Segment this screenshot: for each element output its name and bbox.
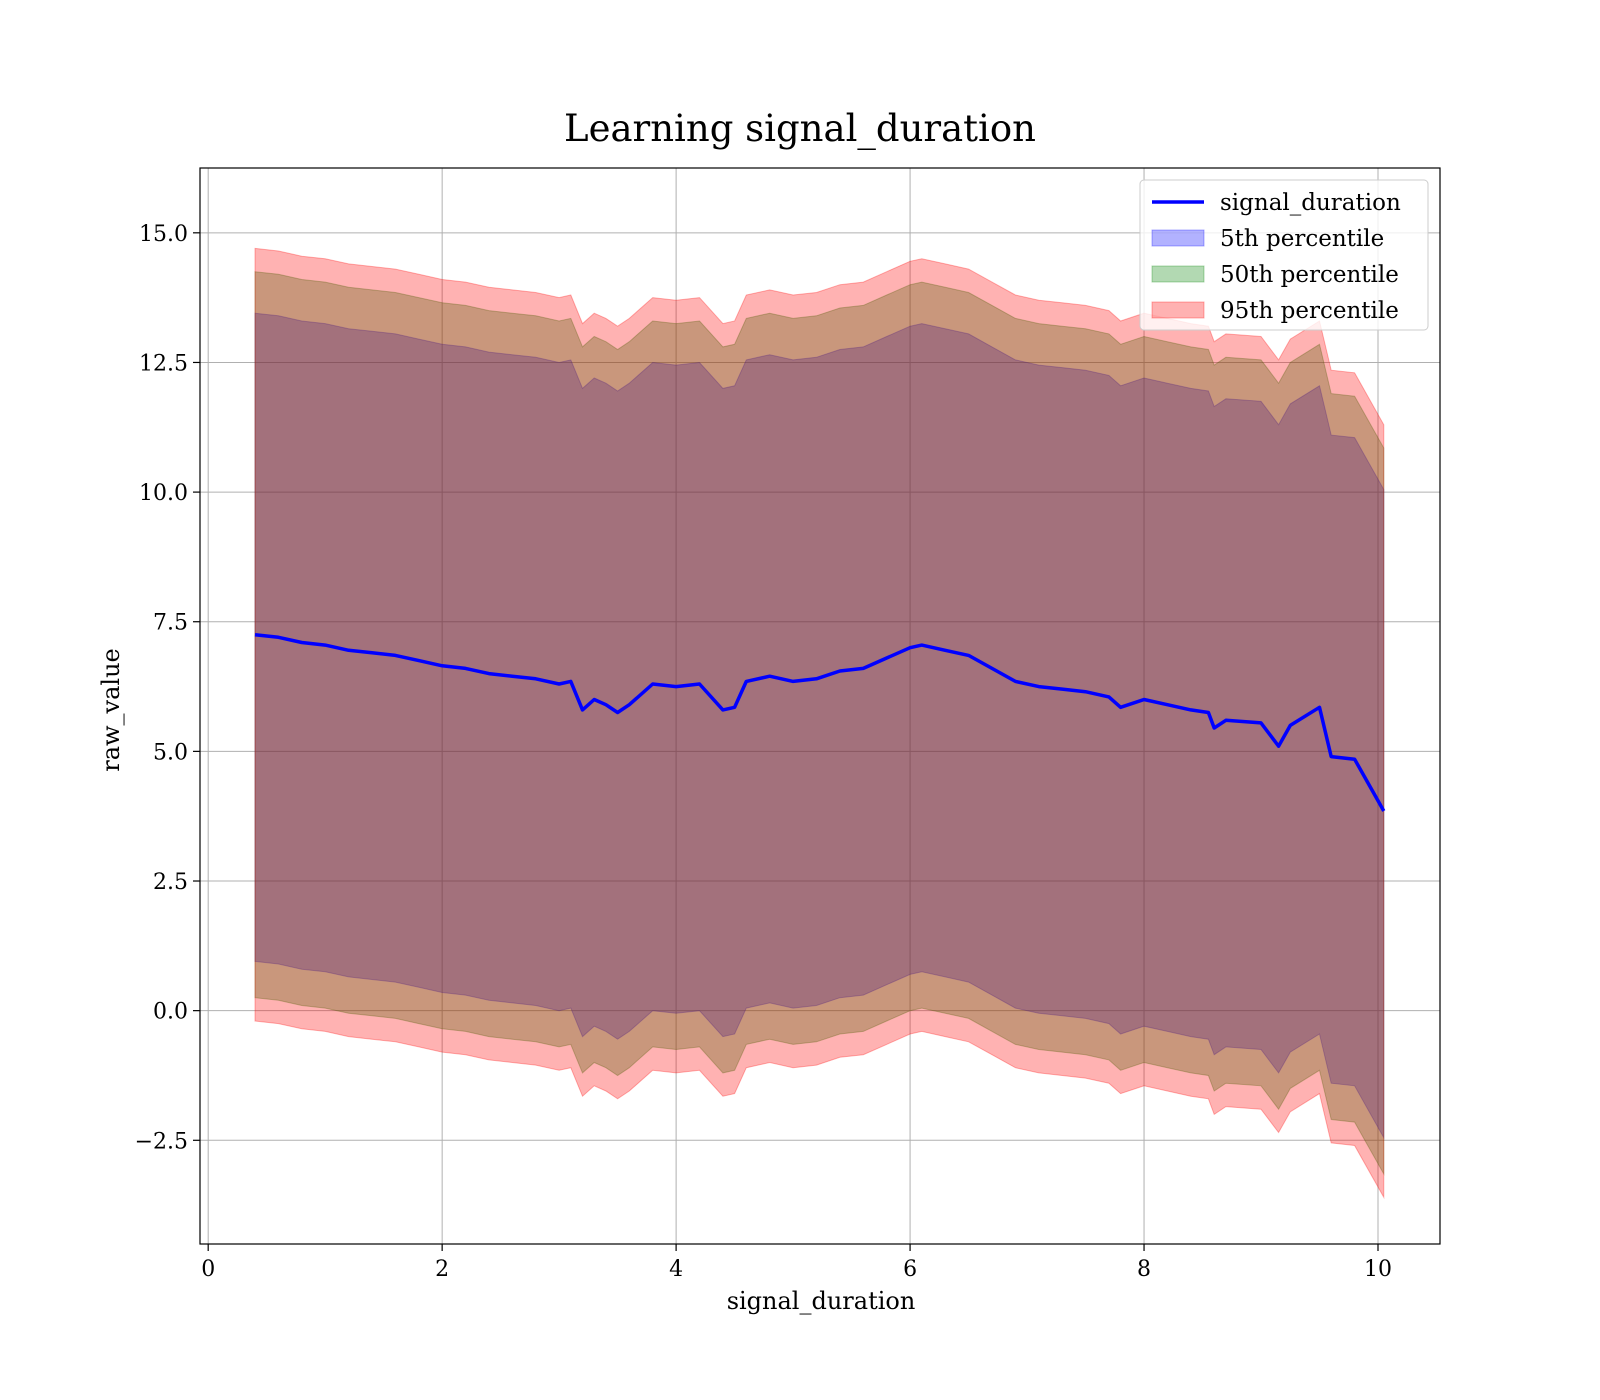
band-5th-percentile [254,312,1385,1140]
plot-frame [199,167,1441,1245]
y-tick-label: 5.0 [153,740,188,765]
x-axis-label: signal_duration [727,1287,916,1315]
legend-label: 50th percentile [1220,262,1399,288]
y-tick-label: 2.5 [153,870,188,895]
legend-box [1139,179,1429,331]
percentile-bands [254,247,1385,1200]
line-signal-duration [254,632,1386,812]
y-axis-ticks: −2.5 0.0 2.5 5.0 7.5 10.0 12.5 15.0 [135,222,200,1154]
legend-label: 95th percentile [1220,298,1399,324]
legend-label: signal_duration [1220,190,1401,216]
y-tick-label: −2.5 [135,1129,188,1154]
band-95th-percentile [254,247,1385,1200]
x-tick-label: 10 [1364,1257,1392,1282]
chart-title: Learning signal_duration [564,107,1036,151]
x-tick-label: 6 [903,1257,917,1282]
y-tick-label: 7.5 [153,611,188,636]
y-tick-label: 15.0 [139,222,188,247]
legend-label: 5th percentile [1220,226,1384,252]
y-tick-label: 10.0 [139,481,188,506]
x-tick-label: 2 [435,1257,449,1282]
series-lines [254,632,1386,812]
y-tick-label: 0.0 [153,1000,188,1025]
y-axis-label: raw_value [97,648,125,772]
legend-swatch [1151,265,1205,283]
legend-swatch [1151,229,1205,247]
legend-swatch [1151,301,1205,319]
y-tick-label: 12.5 [139,351,188,376]
band-50th-percentile [254,271,1385,1176]
legend: signal_duration 5th percentile 50th percen… [1139,179,1429,331]
x-tick-label: 8 [1137,1257,1151,1282]
x-tick-label: 0 [201,1257,215,1282]
x-axis-ticks: 0 2 4 6 8 10 [201,1244,1392,1282]
x-tick-label: 4 [669,1257,683,1282]
